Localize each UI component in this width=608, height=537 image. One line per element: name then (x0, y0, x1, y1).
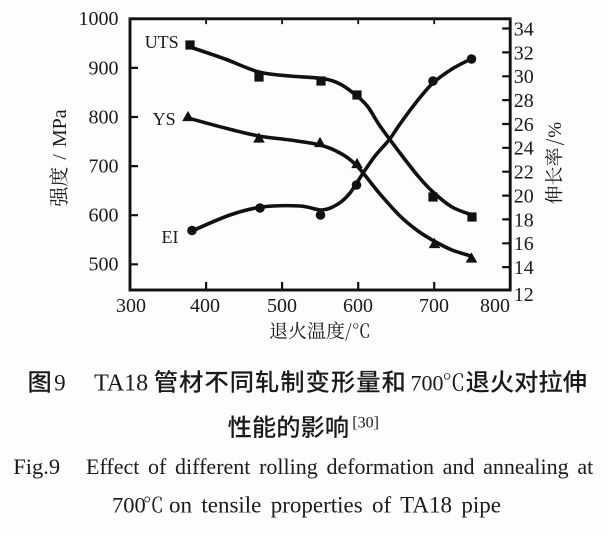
svg-text:600: 600 (89, 205, 119, 227)
svg-text:700: 700 (112, 493, 146, 518)
svg-text:32: 32 (514, 42, 534, 64)
svg-text:on tensile properties of TA18: on tensile properties of TA18 pipe (169, 493, 501, 518)
svg-text:/: / (49, 154, 71, 160)
svg-text:800: 800 (480, 295, 510, 317)
svg-text:18: 18 (514, 209, 534, 231)
svg-text:MPa: MPa (49, 109, 71, 147)
svg-text:16: 16 (514, 233, 534, 255)
svg-text:9: 9 (54, 371, 66, 396)
svg-text:[30]: [30] (352, 415, 379, 432)
svg-text:700: 700 (411, 371, 444, 396)
svg-text:Effect of different rolling de: Effect of different rolling deformation … (86, 454, 593, 479)
svg-text:%: % (545, 122, 566, 138)
svg-text:26: 26 (514, 114, 534, 136)
svg-text:600: 600 (343, 295, 373, 317)
svg-text:24: 24 (514, 138, 534, 160)
svg-text:UTS: UTS (145, 32, 179, 52)
svg-text:700: 700 (89, 156, 119, 178)
svg-text:500: 500 (89, 254, 119, 276)
svg-text:1000: 1000 (79, 8, 119, 30)
svg-text:500: 500 (267, 295, 297, 317)
svg-text:34: 34 (514, 18, 534, 40)
svg-text:700: 700 (419, 295, 449, 317)
svg-text:22: 22 (514, 162, 534, 184)
svg-text:28: 28 (514, 90, 534, 112)
svg-text:400: 400 (190, 295, 220, 317)
svg-text:TA18: TA18 (94, 371, 148, 397)
svg-text:Fig.9: Fig.9 (13, 454, 60, 479)
svg-text:YS: YS (153, 109, 176, 129)
svg-text:300: 300 (116, 295, 146, 317)
svg-text:30: 30 (514, 66, 534, 88)
svg-text:20: 20 (514, 186, 534, 208)
svg-text:EI: EI (162, 227, 179, 247)
svg-text:12: 12 (514, 284, 534, 306)
svg-text:800: 800 (89, 106, 119, 128)
svg-text:14: 14 (514, 257, 534, 279)
svg-text:900: 900 (89, 57, 119, 79)
